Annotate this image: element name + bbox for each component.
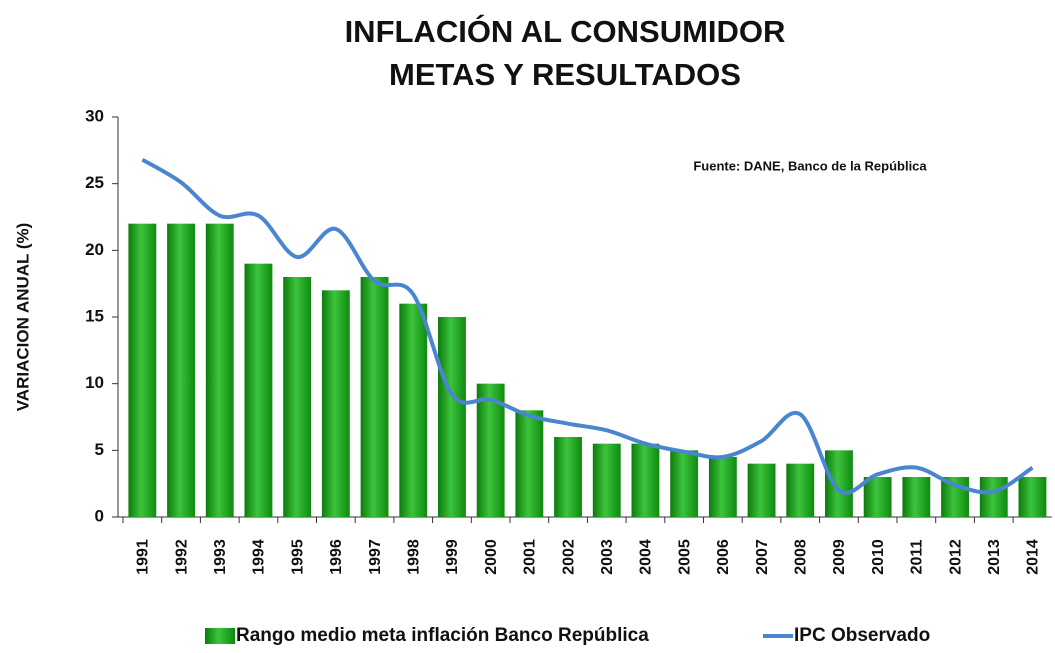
x-tick-label: 2001 xyxy=(522,539,539,575)
bar xyxy=(979,477,1008,517)
x-tick-label: 2009 xyxy=(831,539,848,575)
y-tick-label: 20 xyxy=(85,240,104,259)
bar xyxy=(825,450,853,517)
legend-swatch xyxy=(205,628,235,644)
line xyxy=(141,157,1034,495)
bar xyxy=(670,450,699,517)
bar xyxy=(747,463,776,517)
bar xyxy=(321,290,350,517)
bar xyxy=(631,443,660,517)
x-tick-label: 2000 xyxy=(483,539,500,575)
x-tick-label: 2002 xyxy=(560,539,577,575)
x-tick-label: 1992 xyxy=(173,539,190,575)
x-tick-label: 2003 xyxy=(599,539,616,575)
bar xyxy=(902,477,931,517)
y-axis-label: VARIACION ANUAL (%) xyxy=(13,223,32,412)
x-tick-label: 2006 xyxy=(715,539,732,575)
x-tick-label: 2011 xyxy=(909,540,926,575)
bar xyxy=(205,223,234,517)
y-tick-label: 10 xyxy=(85,373,104,392)
y-tick-label: 30 xyxy=(85,106,104,125)
y-tick-label: 0 xyxy=(95,506,104,525)
x-tick-label: 2010 xyxy=(870,539,887,575)
chart-title: INFLACIÓN AL CONSUMIDOR xyxy=(345,13,786,49)
bar xyxy=(708,457,737,517)
x-tick-label: 2007 xyxy=(754,539,771,575)
bar xyxy=(476,383,505,517)
x-tick-label: 1997 xyxy=(367,539,384,575)
x-tick-label: 2012 xyxy=(947,539,964,575)
bar xyxy=(128,223,157,517)
x-tick-label: 2004 xyxy=(638,539,655,575)
bar xyxy=(592,443,621,517)
x-tick-label: 2014 xyxy=(1025,539,1042,575)
bar xyxy=(863,477,892,517)
x-tick-label: 1994 xyxy=(251,539,268,575)
x-tick-label: 1999 xyxy=(444,539,461,575)
x-tick-label: 2005 xyxy=(676,539,693,575)
bar xyxy=(786,463,815,517)
legend-label: Rango medio meta inflación Banco Repúbli… xyxy=(236,625,649,646)
y-tick-label: 25 xyxy=(85,173,104,192)
bar xyxy=(244,263,273,517)
bar xyxy=(438,317,466,517)
x-tick-label: 2008 xyxy=(792,539,809,575)
bar xyxy=(283,277,312,517)
bar xyxy=(515,410,544,517)
x-tick-label: 1995 xyxy=(289,539,306,575)
bar xyxy=(167,223,195,517)
y-tick-label: 5 xyxy=(95,440,104,459)
legend-label: IPC Observado xyxy=(794,625,930,646)
x-tick-label: 1993 xyxy=(212,539,229,575)
bar xyxy=(399,303,428,517)
chart-subtitle: METAS Y RESULTADOS xyxy=(389,57,741,92)
bar xyxy=(554,437,582,517)
x-tick-label: 1998 xyxy=(405,539,422,575)
x-tick-label: 2013 xyxy=(986,539,1003,575)
x-tick-label: 1996 xyxy=(328,539,345,575)
bar xyxy=(360,277,389,517)
bar xyxy=(1018,477,1047,517)
y-tick-label: 15 xyxy=(85,306,104,325)
x-tick-label: 1991 xyxy=(135,539,152,575)
annotation: Fuente: DANE, Banco de la República xyxy=(693,158,927,173)
